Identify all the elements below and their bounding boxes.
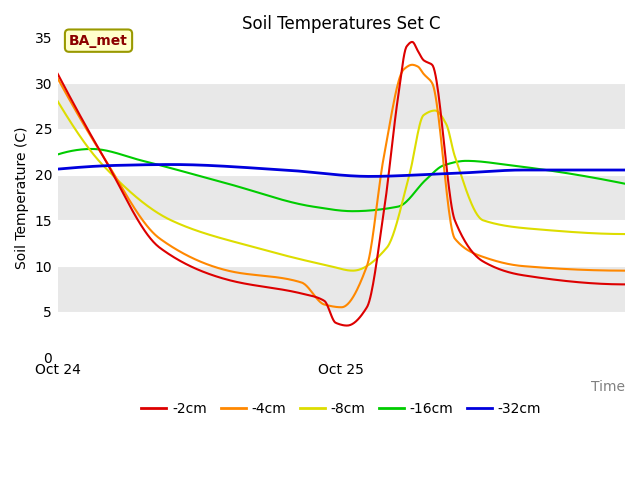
Bar — [58, 266, 625, 312]
Text: Time: Time — [591, 380, 625, 394]
Bar — [58, 83, 625, 129]
Legend: -2cm, -4cm, -8cm, -16cm, -32cm: -2cm, -4cm, -8cm, -16cm, -32cm — [136, 396, 547, 421]
Y-axis label: Soil Temperature (C): Soil Temperature (C) — [15, 126, 29, 269]
Text: BA_met: BA_met — [69, 34, 128, 48]
Bar — [58, 175, 625, 220]
Title: Soil Temperatures Set C: Soil Temperatures Set C — [242, 15, 440, 33]
